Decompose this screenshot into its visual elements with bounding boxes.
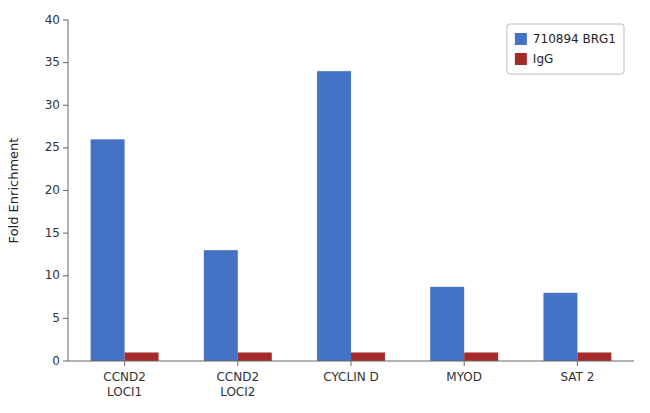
y-axis-label: Fold Enrichment	[6, 138, 21, 244]
y-tick-label: 10	[45, 268, 60, 282]
y-tick	[63, 147, 68, 148]
x-tick	[351, 361, 352, 366]
bar	[543, 293, 577, 361]
y-tick	[63, 233, 68, 234]
y-tick	[63, 361, 68, 362]
x-tick	[124, 361, 125, 366]
legend-label: IgG	[533, 52, 553, 66]
axes: 0 5 10 15 20 25 30 35 40 CCND2LOCI1 CCND2LOCI2 CYCL…	[45, 13, 634, 400]
bar	[204, 250, 238, 361]
y-tick	[63, 190, 68, 191]
x-tick-label: MYOD	[446, 370, 482, 384]
legend-box	[507, 24, 624, 74]
y-tick-label: 20	[45, 183, 60, 197]
legend-swatch	[515, 33, 527, 45]
bar	[464, 352, 498, 361]
bars	[91, 71, 612, 361]
y-tick-label: 5	[52, 311, 60, 325]
y-tick-label: 30	[45, 98, 60, 112]
y-tick	[63, 20, 68, 21]
y-tick	[63, 275, 68, 276]
x-tick	[577, 361, 578, 366]
bar	[125, 352, 159, 361]
x-tick-label: CCND2LOCI1	[103, 370, 146, 399]
legend-label: 710894 BRG1	[533, 32, 616, 46]
y-tick-label: 35	[45, 55, 60, 69]
x-tick	[237, 361, 238, 366]
bar	[238, 352, 272, 361]
x-tick-label: CCND2LOCI2	[216, 370, 259, 399]
bar	[577, 352, 611, 361]
y-tick-label: 40	[45, 13, 60, 27]
chart: 0 5 10 15 20 25 30 35 40 CCND2LOCI1 CCND2LOCI2 CYCL…	[0, 0, 650, 413]
bar	[317, 71, 351, 361]
bar	[91, 139, 125, 361]
x-tick-label: SAT 2	[560, 370, 594, 384]
bar	[430, 287, 464, 361]
y-tick-label: 15	[45, 226, 60, 240]
x-tick-label: CYCLIN D	[323, 370, 378, 384]
x-tick	[464, 361, 465, 366]
legend-swatch	[515, 53, 527, 65]
legend: 710894 BRG1 IgG	[507, 24, 624, 74]
y-tick	[63, 62, 68, 63]
bar	[351, 352, 385, 361]
y-tick	[63, 318, 68, 319]
y-tick	[63, 105, 68, 106]
y-tick-label: 25	[45, 140, 60, 154]
y-tick-label: 0	[52, 354, 60, 368]
